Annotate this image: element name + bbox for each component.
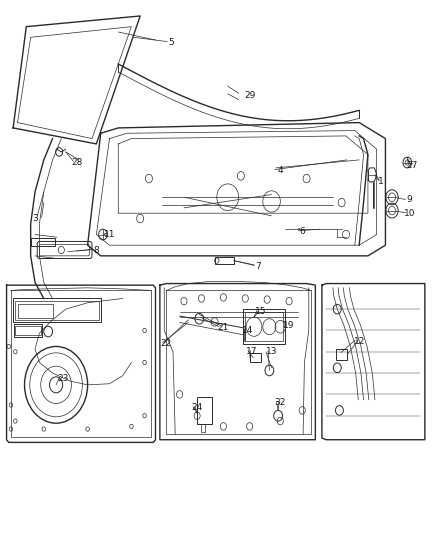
Bar (15, 326, 41, 335)
Text: 21: 21 (218, 324, 229, 332)
Bar (336, 349, 347, 360)
Text: 29: 29 (244, 92, 255, 100)
Text: 14: 14 (242, 326, 253, 335)
Bar (15, 301, 99, 320)
Text: 4: 4 (278, 166, 283, 175)
Text: 32: 32 (275, 398, 286, 407)
Text: 8: 8 (93, 246, 99, 255)
Text: 3: 3 (32, 214, 38, 223)
Text: 24: 24 (191, 403, 203, 412)
Bar (18, 304, 53, 318)
Text: 19: 19 (283, 321, 295, 329)
Text: 6: 6 (299, 228, 305, 236)
Bar (197, 397, 212, 424)
Bar (14, 324, 42, 337)
Text: 10: 10 (404, 209, 415, 217)
Text: 5: 5 (168, 38, 174, 47)
Text: 1: 1 (378, 177, 384, 185)
Bar (250, 353, 261, 362)
Text: 27: 27 (406, 161, 417, 169)
Text: 28: 28 (71, 158, 82, 167)
Text: 11: 11 (104, 230, 115, 239)
Text: 7: 7 (255, 262, 261, 271)
Bar (13, 298, 101, 322)
Text: 22: 22 (161, 340, 172, 348)
Text: 17: 17 (246, 348, 258, 356)
Bar (31, 238, 55, 246)
Bar (245, 312, 283, 341)
Bar (215, 257, 234, 264)
Text: 23: 23 (58, 374, 69, 383)
Bar (243, 309, 285, 344)
Text: 9: 9 (406, 196, 413, 204)
Text: 13: 13 (266, 348, 277, 356)
Text: 12: 12 (353, 337, 365, 345)
Text: 15: 15 (255, 308, 266, 316)
